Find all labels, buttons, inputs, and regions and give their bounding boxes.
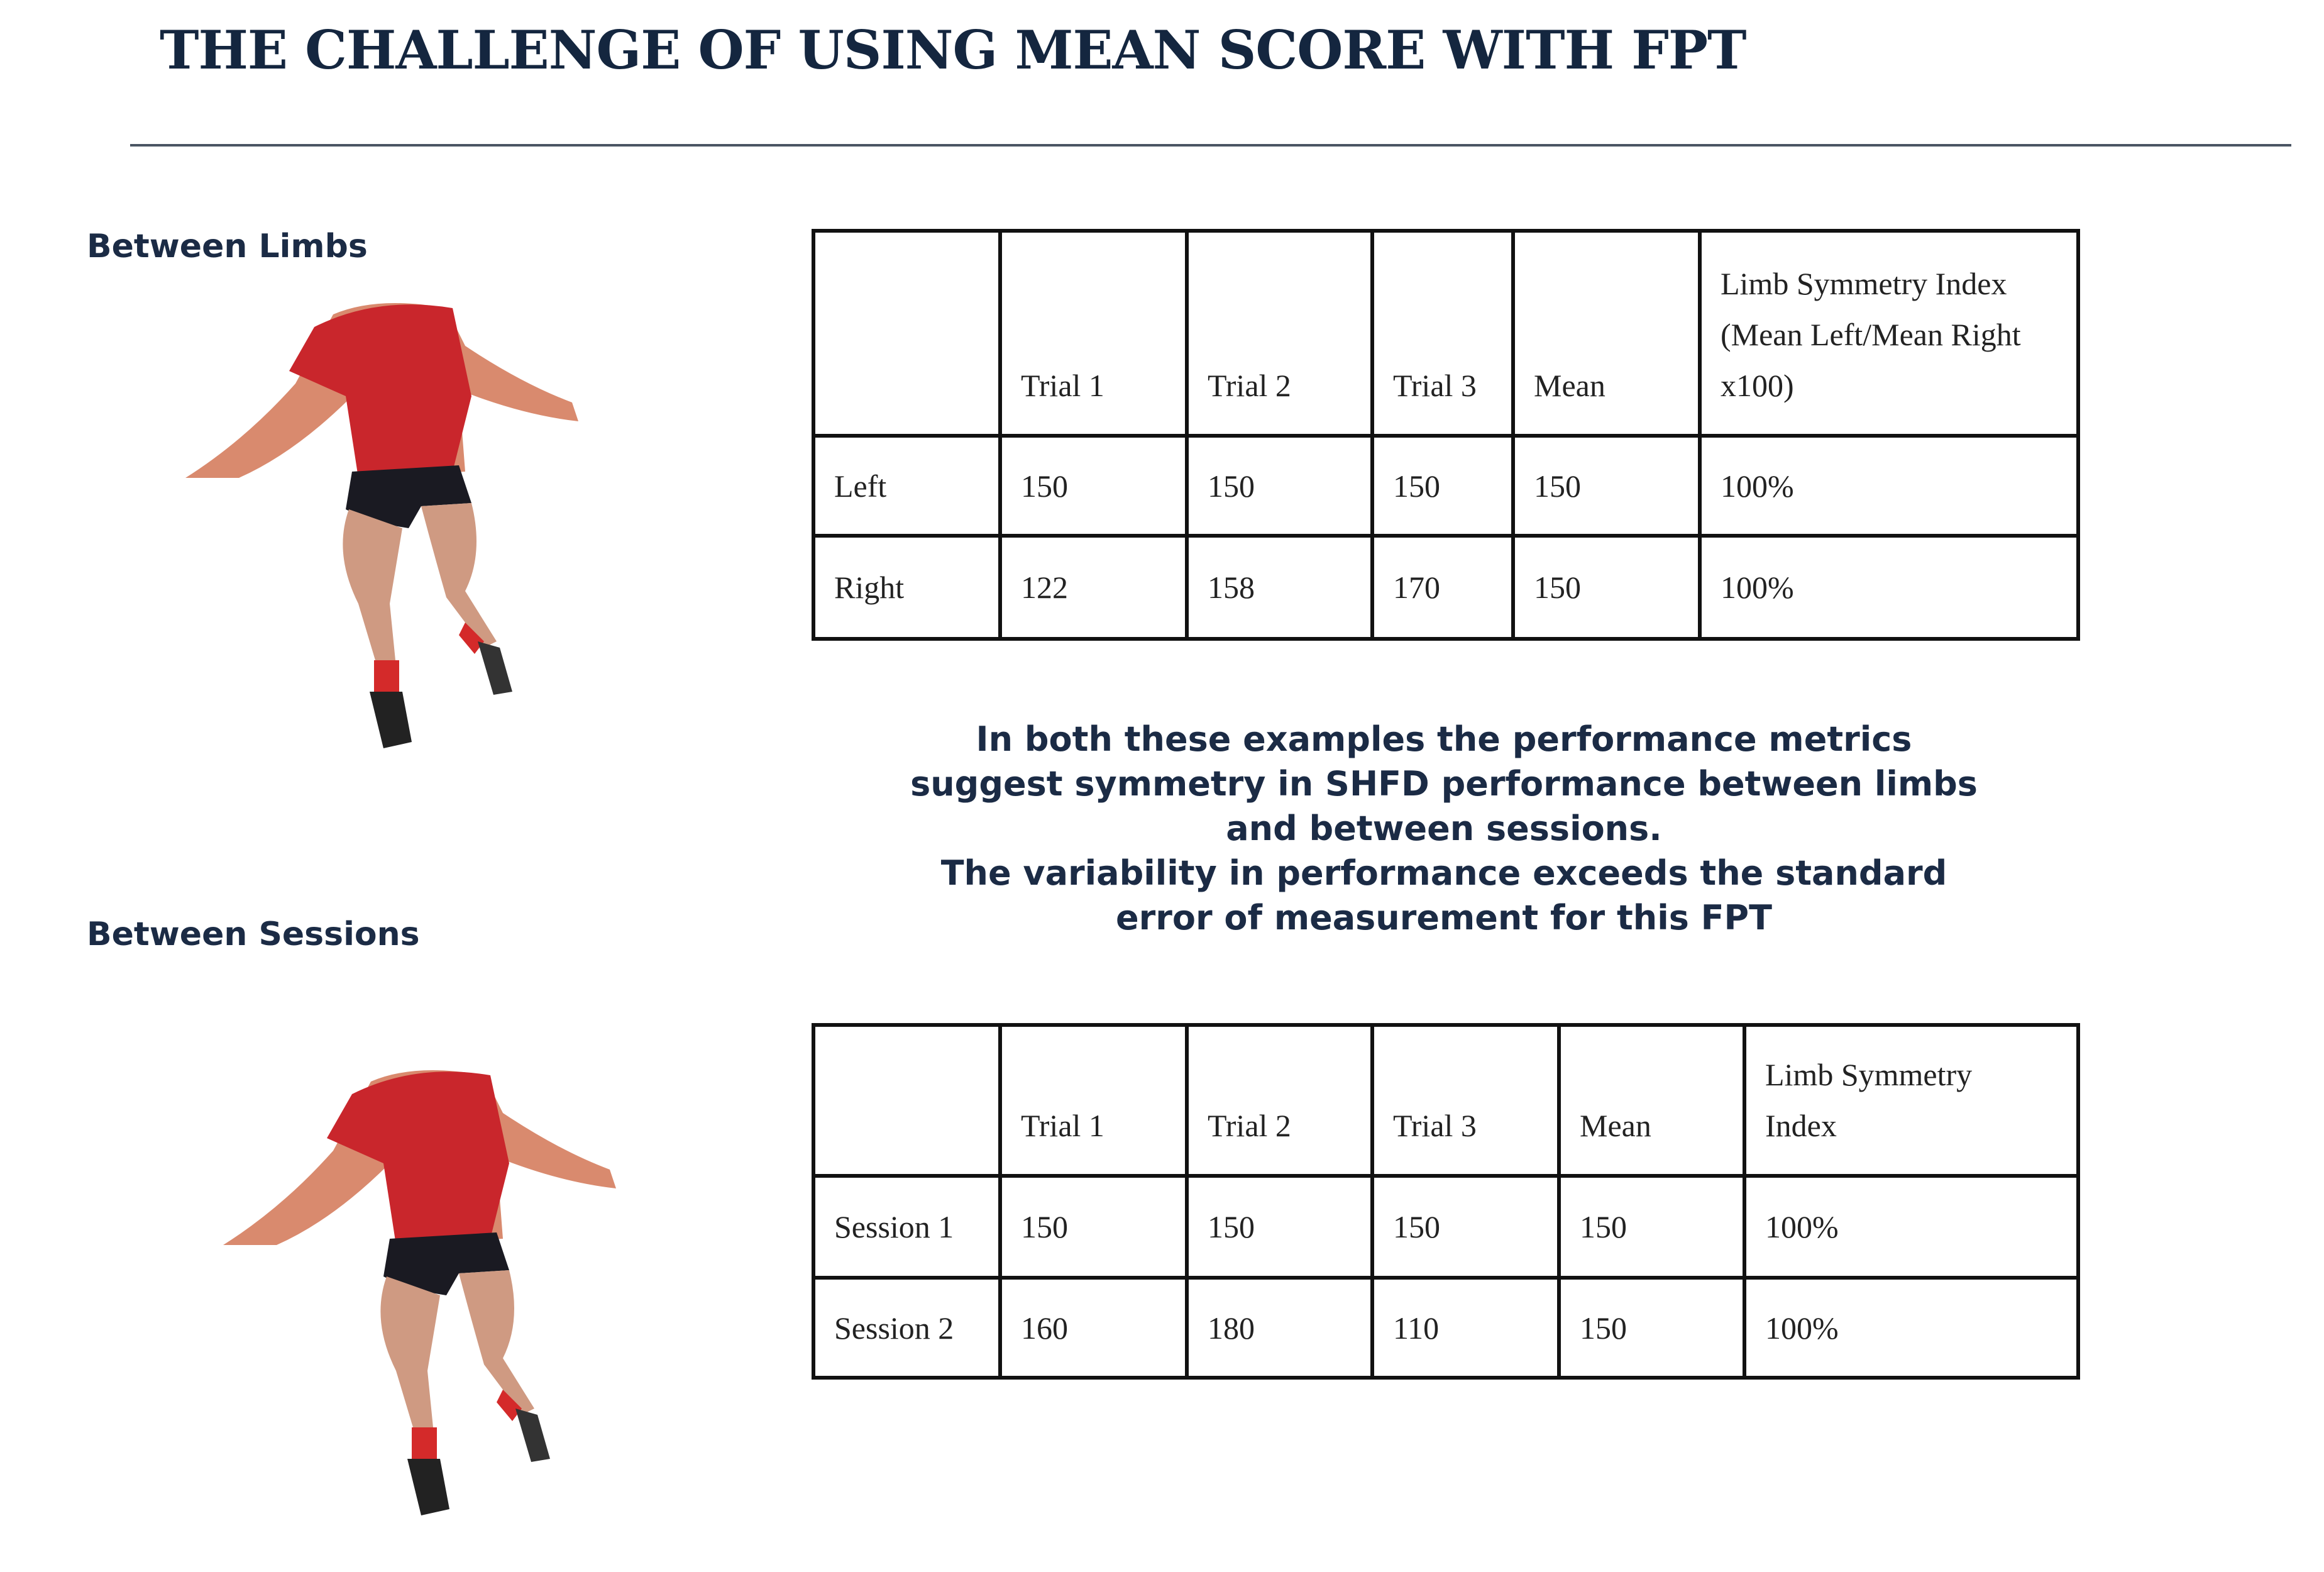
header-cell: Mean (1557, 1023, 1746, 1178)
header-cell: Trial 1 (998, 1023, 1189, 1178)
cell: 150 (1511, 434, 1702, 538)
header-cell: Trial 3 (1370, 1023, 1561, 1178)
row: Session 1 150 150 150 150 100% (812, 1174, 2080, 1280)
cell: 150 (998, 1174, 1189, 1280)
cell: 100% (1698, 534, 2080, 641)
cell: 150 (1557, 1276, 1746, 1380)
divider (130, 144, 2291, 147)
data-table: Trial 1 Trial 2 Trial 3 Mean Limb Symmet… (812, 1023, 2080, 1380)
cell: 160 (998, 1276, 1189, 1380)
row-label: Left (812, 434, 1002, 538)
section-label: Between Sessions (87, 916, 420, 953)
row-label: Right (812, 534, 1002, 641)
cell: 150 (1370, 1174, 1561, 1280)
header-cell: Limb Symmetry Index (Mean Left/Mean Righ… (1698, 229, 2080, 438)
athlete-figure (223, 1070, 616, 1515)
cell: 150 (1511, 534, 1702, 641)
header-cell: Trial 3 (1370, 229, 1515, 438)
header-cell: Trial 1 (998, 229, 1189, 438)
note: In both these examples the performance m… (815, 717, 2073, 940)
cell: 150 (1557, 1174, 1746, 1280)
athlete (185, 303, 578, 748)
note-line: In both these examples the performance m… (976, 719, 1912, 759)
header-cell: Trial 2 (1185, 229, 1374, 438)
cell: 150 (1185, 1174, 1374, 1280)
row: Left 150 150 150 150 100% (812, 434, 2080, 538)
note-line: suggest symmetry in SHFD performance bet… (910, 764, 1978, 804)
note-line: error of measurement for this FPT (1116, 898, 1772, 938)
header-row: Trial 1 Trial 2 Trial 3 Mean Limb Symmet… (812, 1023, 2080, 1178)
row: Right 122 158 170 150 100% (812, 534, 2080, 641)
header-cell: Limb Symmetry Index (1743, 1023, 2080, 1178)
cell: 150 (1370, 434, 1515, 538)
header-cell (812, 1023, 1002, 1178)
cell: 122 (998, 534, 1189, 641)
athlete-figure (185, 303, 578, 748)
row-label: Session 1 (812, 1174, 1002, 1280)
cell: 170 (1370, 534, 1515, 641)
cell: 100% (1743, 1276, 2080, 1380)
title: THE CHALLENGE OF USING MEAN SCORE WITH F… (160, 19, 1747, 81)
cell: 110 (1370, 1276, 1561, 1380)
note-line: The variability in performance exceeds t… (940, 853, 1947, 893)
cell: 150 (1185, 434, 1374, 538)
cell: 150 (998, 434, 1189, 538)
cell: 100% (1698, 434, 2080, 538)
athlete (223, 1070, 616, 1515)
cell: 100% (1743, 1174, 2080, 1280)
header-cell: Mean (1511, 229, 1702, 438)
section-label: Between Limbs (87, 228, 368, 265)
data-table: Trial 1 Trial 2 Trial 3 Mean Limb Symmet… (812, 229, 2080, 641)
header-cell (812, 229, 1002, 438)
cell: 158 (1185, 534, 1374, 641)
header-cell: Trial 2 (1185, 1023, 1374, 1178)
cell: 180 (1185, 1276, 1374, 1380)
note-line: and between sessions. (1226, 809, 1662, 848)
row-label: Session 2 (812, 1276, 1002, 1380)
header-row: Trial 1 Trial 2 Trial 3 Mean Limb Symmet… (812, 229, 2080, 438)
row: Session 2 160 180 110 150 100% (812, 1276, 2080, 1380)
